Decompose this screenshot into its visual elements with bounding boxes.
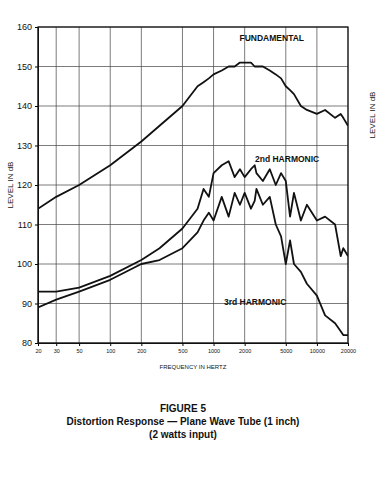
- y-tick-label: 150: [17, 62, 32, 72]
- y-tick: 150: [17, 62, 38, 72]
- y-axis: 80 90 100 110 120 130 140 150 160: [17, 22, 39, 348]
- x-tick: 1000: [208, 343, 220, 354]
- subtitle: (2 watts input): [149, 429, 217, 440]
- x-tick-label: 5000: [280, 348, 292, 354]
- y-tick: 80: [22, 338, 38, 348]
- plot: 20 30 50 100 200 500 1000 2000 5000 10000 20000 80 9…: [17, 22, 356, 354]
- grid-line-y: [38, 66, 348, 67]
- x-tick: 10000: [310, 343, 325, 354]
- series-line: [38, 189, 348, 335]
- series-label: 3rd HARMONIC: [224, 297, 286, 307]
- y-tick-label: 160: [17, 22, 32, 32]
- x-tick: 50: [77, 343, 83, 354]
- x-tick-label: 200: [137, 348, 146, 354]
- x-tick: 5000: [280, 343, 292, 354]
- subtitle: Distortion Response — Plane Wave Tube (1…: [67, 416, 300, 427]
- x-tick-label: 500: [178, 348, 187, 354]
- y-tick-label: 120: [17, 180, 32, 190]
- grid-line-y: [38, 185, 348, 186]
- title: FIGURE 5: [160, 403, 207, 414]
- y-tick: 100: [17, 259, 38, 269]
- y-tick-label: 140: [17, 101, 32, 111]
- y-tick-label: 110: [18, 220, 32, 230]
- grid-line-y: [38, 303, 348, 304]
- x-axis-line: [39, 344, 349, 347]
- x-tick-label: 30: [54, 348, 60, 354]
- y-tick-label: 80: [22, 338, 32, 348]
- y-axis-title-right: LEVEL IN dB: [368, 92, 377, 139]
- plot-frame: [38, 27, 348, 343]
- y-tick: 110: [18, 220, 38, 230]
- y-tick: 160: [17, 22, 38, 32]
- x-tick: 500: [178, 343, 187, 354]
- x-tick: 20000: [341, 343, 356, 354]
- x-tick: 30: [54, 343, 60, 354]
- x-tick-label: 1000: [208, 348, 220, 354]
- x-tick: 20: [35, 343, 41, 354]
- series-label: 2nd HARMONIC: [255, 154, 319, 164]
- series-line: [38, 63, 348, 209]
- chart: 20 30 50 100 200 500 1000 2000 5000 10000 20000 80 9…: [0, 0, 385, 493]
- x-tick-label: 20: [35, 348, 41, 354]
- x-tick: 200: [137, 343, 146, 354]
- y-tick: 140: [17, 101, 38, 111]
- x-tick-label: 50: [77, 348, 83, 354]
- grid: [38, 27, 348, 343]
- grid-line-y: [38, 224, 348, 225]
- y-tick-label: 130: [17, 141, 32, 151]
- x-axis: 20 30 50 100 200 500 1000 2000 5000 10000 20000: [35, 343, 356, 354]
- x-tick: 100: [106, 343, 115, 354]
- x-tick-label: 10000: [310, 348, 325, 354]
- y-tick: 120: [17, 180, 38, 190]
- x-tick-label: 100: [106, 348, 115, 354]
- series-label: FUNDAMENTAL: [240, 33, 305, 43]
- y-tick-label: 90: [22, 299, 32, 309]
- x-axis-title: FREQUENCY IN HERTZ: [160, 364, 227, 370]
- series-group: [38, 63, 348, 336]
- x-tick-label: 20000: [341, 348, 356, 354]
- y-tick: 90: [22, 299, 38, 309]
- y-axis-title: LEVEL IN dB: [6, 162, 15, 209]
- x-tick: 2000: [239, 343, 251, 354]
- y-tick: 130: [17, 141, 38, 151]
- y-tick-label: 100: [17, 259, 32, 269]
- grid-line-y: [38, 145, 348, 146]
- x-tick-label: 2000: [239, 348, 251, 354]
- grid-line-y: [38, 264, 348, 265]
